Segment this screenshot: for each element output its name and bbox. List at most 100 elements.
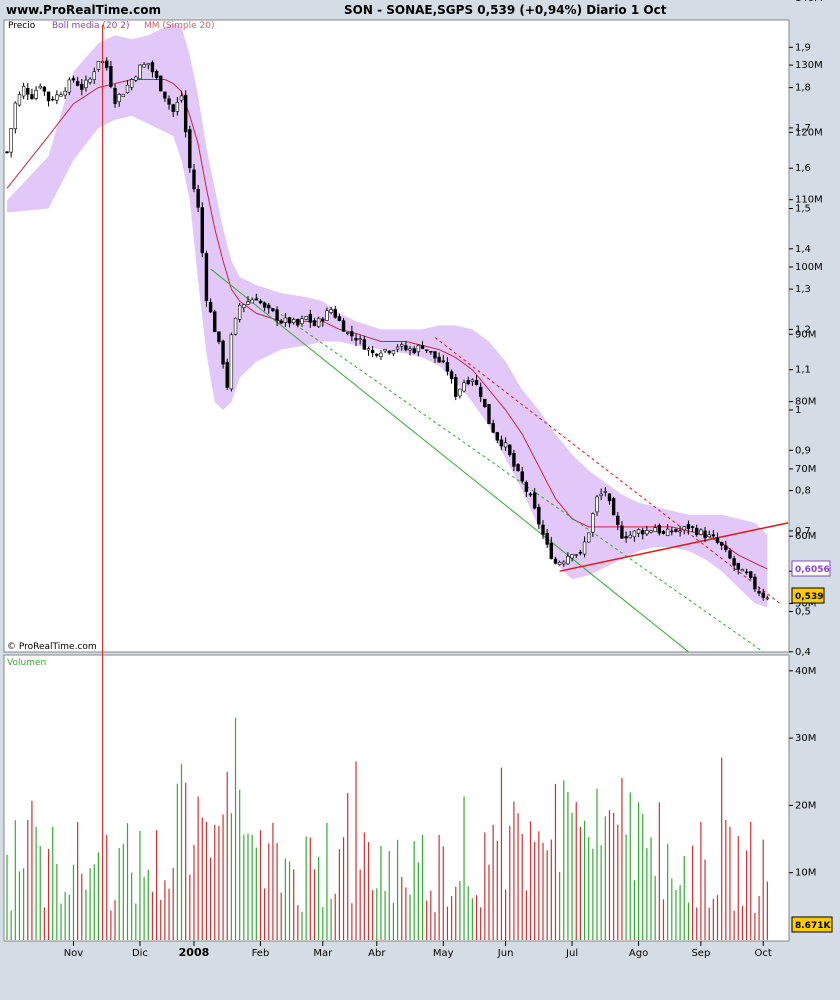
- volume-tick-label: 120M: [795, 127, 823, 138]
- candle: [383, 348, 387, 354]
- month-tick-label: Sep: [691, 948, 710, 959]
- candle: [5, 151, 9, 154]
- volume-tick-label: 100M: [795, 262, 823, 273]
- candle: [445, 356, 450, 376]
- price-tick-label: 1,5: [795, 204, 811, 215]
- candle: [395, 344, 400, 353]
- candle: [17, 91, 22, 107]
- month-tick-label: Ago: [629, 948, 648, 959]
- candle: [765, 595, 770, 601]
- candle: [42, 86, 47, 96]
- price-tick-label: 1,7: [795, 123, 811, 134]
- candle: [159, 75, 163, 92]
- candle: [67, 77, 72, 96]
- price-tick-label: 1,9: [795, 42, 811, 53]
- candle: [175, 96, 180, 116]
- candle: [412, 346, 416, 355]
- candle: [188, 125, 192, 173]
- instrument-title: SON - SONAE,SGPS 0,539 (+0,94%) Diario 1…: [344, 3, 667, 17]
- candle: [287, 316, 292, 328]
- candle: [628, 531, 632, 539]
- price-tick-label: 1,4: [795, 244, 811, 255]
- candle: [30, 88, 34, 100]
- candle: [96, 60, 101, 72]
- legend-boll: Boll media (20 2): [52, 21, 130, 31]
- candle: [291, 317, 296, 325]
- candle: [242, 304, 246, 313]
- candle: [433, 351, 437, 363]
- legend-precio: Precio: [8, 21, 36, 31]
- candle: [524, 480, 529, 498]
- candle: [308, 309, 313, 328]
- candle: [595, 494, 599, 516]
- candle: [129, 77, 134, 91]
- volume-tick-label: 30M: [795, 733, 816, 744]
- candle: [545, 529, 549, 548]
- candle: [586, 532, 591, 543]
- volume-tick-label: 80M: [795, 397, 816, 408]
- month-tick-label: Jun: [497, 948, 514, 959]
- candle: [474, 375, 479, 386]
- candle: [591, 512, 595, 537]
- candle: [196, 184, 200, 213]
- bollinger-band: [7, 23, 768, 608]
- legend-mm: MM (Simple 20): [144, 21, 214, 31]
- candle: [88, 77, 92, 85]
- candle: [59, 91, 63, 97]
- candle: [599, 488, 603, 501]
- candle: [387, 350, 391, 355]
- candle: [217, 331, 221, 345]
- candle: [80, 78, 84, 96]
- candle: [279, 319, 283, 325]
- candle: [92, 67, 96, 85]
- candle: [300, 315, 304, 327]
- candle: [416, 344, 421, 357]
- price-tick-label: 0,9: [795, 445, 811, 456]
- candle: [736, 562, 740, 575]
- candle: [690, 525, 695, 533]
- candle: [171, 103, 175, 117]
- candle: [632, 530, 637, 542]
- candle: [362, 335, 367, 350]
- moving-average-line: [6, 79, 768, 570]
- candle: [341, 317, 346, 332]
- candle: [51, 96, 55, 102]
- candle: [478, 382, 483, 403]
- candle: [109, 60, 113, 89]
- candle: [105, 57, 109, 71]
- candle: [163, 91, 167, 102]
- price-tick-label: 1,6: [795, 163, 811, 174]
- candle: [134, 75, 138, 83]
- candle: [237, 302, 242, 323]
- candle: [578, 549, 583, 556]
- candle: [404, 340, 408, 352]
- last-volume-box: 8.671K: [791, 916, 833, 933]
- candle: [499, 435, 504, 451]
- candle: [657, 523, 662, 536]
- trend-line-red-solid: [559, 522, 789, 572]
- candle: [71, 75, 76, 83]
- candle: [192, 164, 196, 193]
- candle: [21, 82, 26, 99]
- candle: [424, 349, 429, 354]
- candle: [537, 503, 541, 530]
- candle: [429, 350, 433, 355]
- candle: [38, 83, 42, 90]
- candle: [711, 529, 716, 539]
- candle: [491, 419, 495, 434]
- price-tick-label: 1,8: [795, 83, 811, 94]
- candle: [620, 521, 624, 539]
- volume-tick-label: 90M: [795, 329, 816, 340]
- candle: [117, 92, 121, 107]
- candle: [607, 493, 612, 505]
- candle: [138, 64, 142, 80]
- month-tick-label: 2008: [179, 946, 210, 959]
- candle: [715, 532, 720, 545]
- volume-legend: Volumen: [7, 658, 46, 668]
- candle: [483, 398, 487, 408]
- candle: [645, 525, 649, 537]
- candle: [624, 531, 628, 543]
- candle: [449, 369, 454, 384]
- volume-tick-label: 20M: [795, 800, 816, 811]
- candle: [296, 318, 300, 328]
